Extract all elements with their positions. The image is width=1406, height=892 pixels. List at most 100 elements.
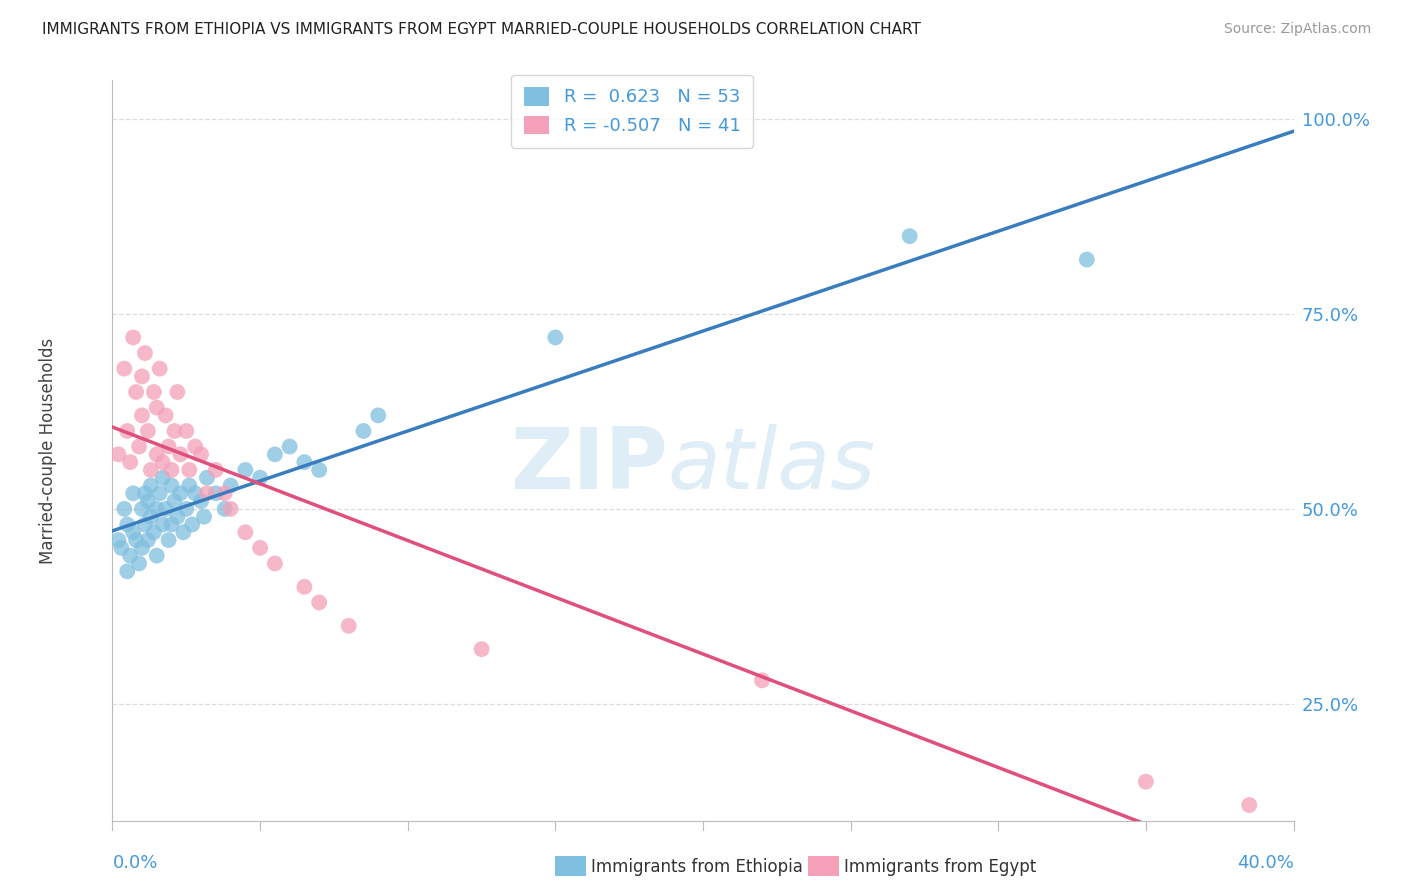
Point — [308, 595, 330, 609]
Point — [1076, 252, 1098, 267]
Text: 0.0%: 0.0% — [112, 854, 157, 872]
Point — [131, 541, 153, 555]
Point — [169, 447, 191, 461]
Point — [131, 502, 153, 516]
Text: Immigrants from Egypt: Immigrants from Egypt — [844, 858, 1036, 876]
Point — [174, 502, 197, 516]
Point — [1135, 774, 1157, 789]
Point — [205, 463, 228, 477]
Point — [149, 486, 172, 500]
Point — [205, 486, 228, 500]
Text: 40.0%: 40.0% — [1237, 854, 1294, 872]
Point — [264, 447, 287, 461]
Point — [184, 486, 207, 500]
Point — [166, 384, 188, 399]
Point — [120, 455, 142, 469]
Point — [155, 409, 177, 423]
Point — [264, 557, 287, 571]
Point — [172, 525, 194, 540]
Point — [219, 502, 242, 516]
Point — [233, 525, 256, 540]
Point — [179, 478, 201, 492]
Point — [195, 486, 218, 500]
Point — [136, 494, 159, 508]
Point — [122, 486, 145, 500]
Legend: R =  0.623   N = 53, R = -0.507   N = 41: R = 0.623 N = 53, R = -0.507 N = 41 — [512, 75, 754, 147]
Point — [174, 424, 197, 438]
Point — [107, 447, 129, 461]
Text: Married-couple Households: Married-couple Households — [38, 337, 56, 564]
Point — [110, 541, 132, 555]
Point — [152, 455, 174, 469]
Point — [131, 409, 153, 423]
Point — [544, 330, 567, 344]
Point — [136, 424, 159, 438]
Point — [190, 494, 212, 508]
Point — [134, 517, 156, 532]
Point — [122, 330, 145, 344]
Point — [160, 463, 183, 477]
Point — [125, 533, 148, 547]
Point — [149, 361, 172, 376]
Point — [470, 642, 494, 657]
Point — [367, 409, 389, 423]
Point — [146, 549, 169, 563]
Text: Source: ZipAtlas.com: Source: ZipAtlas.com — [1223, 22, 1371, 37]
Point — [112, 361, 135, 376]
Point — [139, 463, 162, 477]
Point — [117, 517, 138, 532]
Point — [122, 525, 145, 540]
Point — [117, 564, 138, 578]
Point — [152, 517, 174, 532]
Point — [152, 471, 174, 485]
Point — [157, 440, 180, 454]
Point — [181, 517, 204, 532]
Point — [214, 486, 236, 500]
Point — [163, 494, 186, 508]
Point — [142, 525, 165, 540]
Point — [112, 502, 135, 516]
Point — [195, 471, 218, 485]
Point — [751, 673, 773, 688]
Point — [134, 486, 156, 500]
Point — [117, 424, 138, 438]
Point — [184, 440, 207, 454]
Point — [146, 447, 169, 461]
Point — [193, 509, 215, 524]
Point — [233, 463, 256, 477]
Point — [214, 502, 236, 516]
Point — [146, 401, 169, 415]
Point — [146, 502, 169, 516]
Point — [179, 463, 201, 477]
Text: IMMIGRANTS FROM ETHIOPIA VS IMMIGRANTS FROM EGYPT MARRIED-COUPLE HOUSEHOLDS CORR: IMMIGRANTS FROM ETHIOPIA VS IMMIGRANTS F… — [42, 22, 921, 37]
Point — [292, 580, 315, 594]
Point — [169, 486, 191, 500]
Point — [128, 557, 150, 571]
Text: atlas: atlas — [668, 424, 876, 507]
Point — [125, 384, 148, 399]
Point — [1239, 798, 1261, 813]
Point — [163, 424, 186, 438]
Point — [155, 502, 177, 516]
Point — [142, 384, 165, 399]
Point — [139, 509, 162, 524]
Text: Immigrants from Ethiopia: Immigrants from Ethiopia — [591, 858, 803, 876]
Point — [128, 440, 150, 454]
Point — [249, 541, 271, 555]
Point — [160, 517, 183, 532]
Text: ZIP: ZIP — [510, 424, 668, 507]
Point — [278, 440, 301, 454]
Point — [107, 533, 129, 547]
Point — [337, 619, 360, 633]
Point — [190, 447, 212, 461]
Point — [166, 509, 188, 524]
Point — [131, 369, 153, 384]
Point — [352, 424, 374, 438]
Point — [219, 478, 242, 492]
Point — [160, 478, 183, 492]
Point — [120, 549, 142, 563]
Point — [157, 533, 180, 547]
Point — [308, 463, 330, 477]
Point — [292, 455, 315, 469]
Point — [136, 533, 159, 547]
